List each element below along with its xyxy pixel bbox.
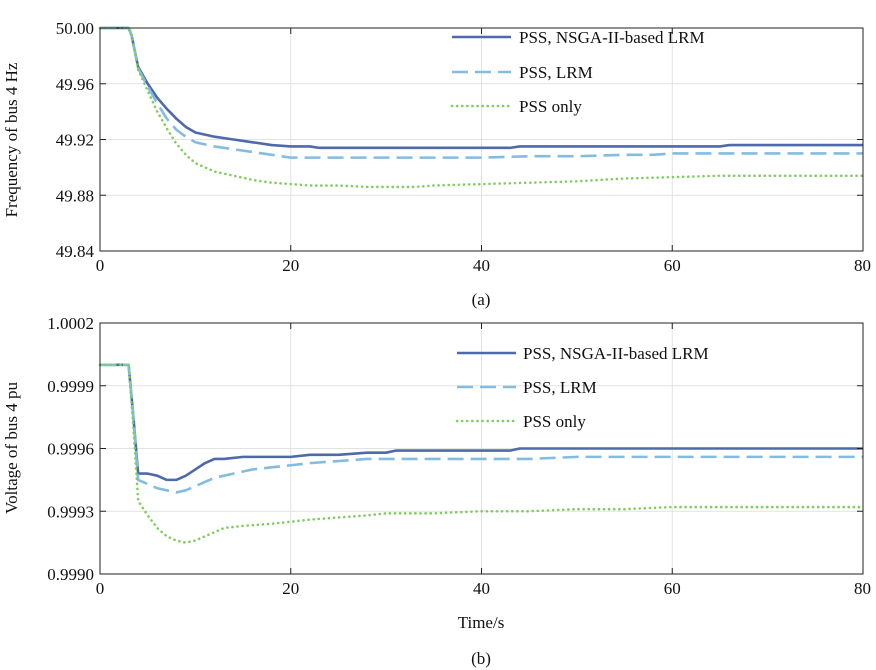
y-axis-label-a: Frequency of bus 4 Hz [2,62,21,217]
x-tick-label: 40 [473,256,490,275]
panel-a: 49.84 49.88 49.92 49.96 50.00 0 20 40 60… [2,19,871,309]
grid-lines-a [99,27,864,252]
y-tick-labels-a: 49.84 49.88 49.92 49.96 50.00 [56,19,95,261]
panel-label-b: (b) [471,649,491,668]
axis-ticks-b [99,322,864,575]
panel-b: 0.9990 0.9993 0.9996 0.9999 1.0002 0 20 … [2,314,871,668]
x-tick-label: 40 [473,579,490,598]
x-axis-label-b: Time/s [458,613,505,632]
y-tick-label: 49.88 [56,186,94,205]
y-tick-label: 0.9999 [47,377,94,396]
x-tick-label: 0 [96,579,105,598]
y-axis-label-b: Voltage of bus 4 pu [2,382,21,514]
y-tick-label: 0.9993 [47,502,94,521]
y-tick-label: 0.9990 [47,565,94,584]
legend-label-nsga-ii-lrm: PSS, NSGA-II-based LRM [519,28,705,47]
series-line-lrm [100,26,863,159]
series-line-lrm [100,363,863,494]
y-tick-label: 50.00 [56,19,94,38]
y-tick-label: 49.92 [56,131,94,150]
x-tick-label: 60 [664,579,681,598]
series-line-pss-only [98,363,865,544]
y-tick-label: 49.84 [56,242,95,261]
legend-label-nsga-ii-lrm: PSS, NSGA-II-based LRM [523,344,709,363]
x-tick-labels-b: 0 20 40 60 80 [96,579,871,598]
legend-label-pss-only: PSS only [519,97,582,116]
x-tick-label: 80 [854,579,871,598]
x-tick-label: 0 [96,256,105,275]
y-tick-label: 49.96 [56,75,94,94]
series-line-nsga-ii-lrm [100,26,863,150]
x-tick-label: 80 [854,256,871,275]
series-line-nsga-ii-lrm [100,363,863,482]
legend-label-lrm: PSS, LRM [519,63,593,82]
y-tick-label: 0.9996 [47,440,94,459]
legend-b: PSS, NSGA-II-based LRM PSS, LRM PSS only [455,344,709,431]
series-lines-a [98,26,865,189]
x-tick-label: 60 [664,256,681,275]
series-lines-b [98,363,865,544]
x-tick-label: 20 [282,256,299,275]
legend-a: PSS, NSGA-II-based LRM PSS, LRM PSS only [450,28,705,116]
y-tick-labels-b: 0.9990 0.9993 0.9996 0.9999 1.0002 [47,314,94,584]
legend-label-pss-only: PSS only [523,412,586,431]
x-tick-label: 20 [282,579,299,598]
axis-ticks-a [99,27,864,252]
legend-label-lrm: PSS, LRM [523,378,597,397]
y-tick-label: 1.0002 [47,314,94,333]
x-tick-labels-a: 0 20 40 60 80 [96,256,871,275]
series-line-pss-only [98,26,865,189]
panel-label-a: (a) [472,290,491,309]
